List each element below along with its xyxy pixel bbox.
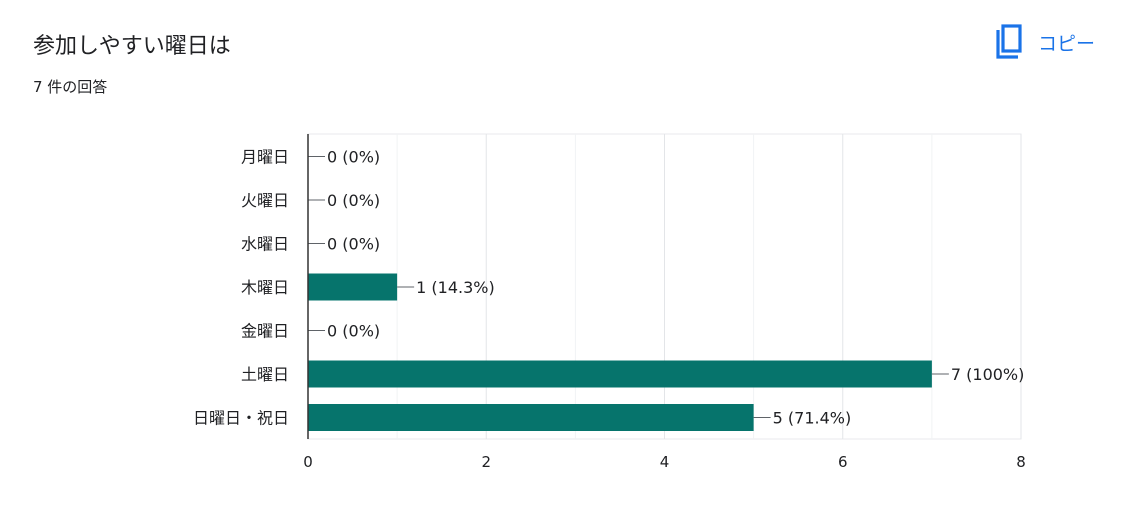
category-label: 金曜日 [241, 322, 289, 341]
category-label: 土曜日 [241, 365, 289, 384]
data-label: 0 (0%) [327, 148, 380, 167]
category-label: 水曜日 [241, 235, 289, 254]
copy-icon [992, 23, 1026, 61]
x-tick-label: 8 [1016, 453, 1026, 471]
x-tick-label: 0 [303, 453, 313, 471]
response-count: 7 件の回答 [33, 78, 108, 96]
category-label: 木曜日 [241, 278, 289, 297]
data-label: 1 (14.3%) [416, 278, 495, 297]
x-tick-label: 6 [838, 453, 848, 471]
data-label: 7 (100%) [951, 365, 1025, 384]
copy-button[interactable]: コピー [992, 22, 1095, 62]
copy-label: コピー [1038, 32, 1096, 55]
data-label: 0 (0%) [327, 191, 380, 210]
bar [308, 360, 932, 388]
bar [308, 273, 398, 301]
x-tick-label: 4 [660, 453, 670, 471]
category-label: 日曜日・祝日 [193, 409, 289, 428]
data-label: 0 (0%) [327, 322, 380, 341]
category-label: 月曜日 [241, 148, 289, 167]
data-label: 0 (0%) [327, 235, 380, 254]
category-label: 火曜日 [241, 191, 289, 210]
x-tick-label: 2 [481, 453, 491, 471]
data-label: 5 (71.4%) [773, 409, 852, 428]
page-title: 参加しやすい曜日は [33, 34, 231, 59]
bar [308, 404, 754, 431]
